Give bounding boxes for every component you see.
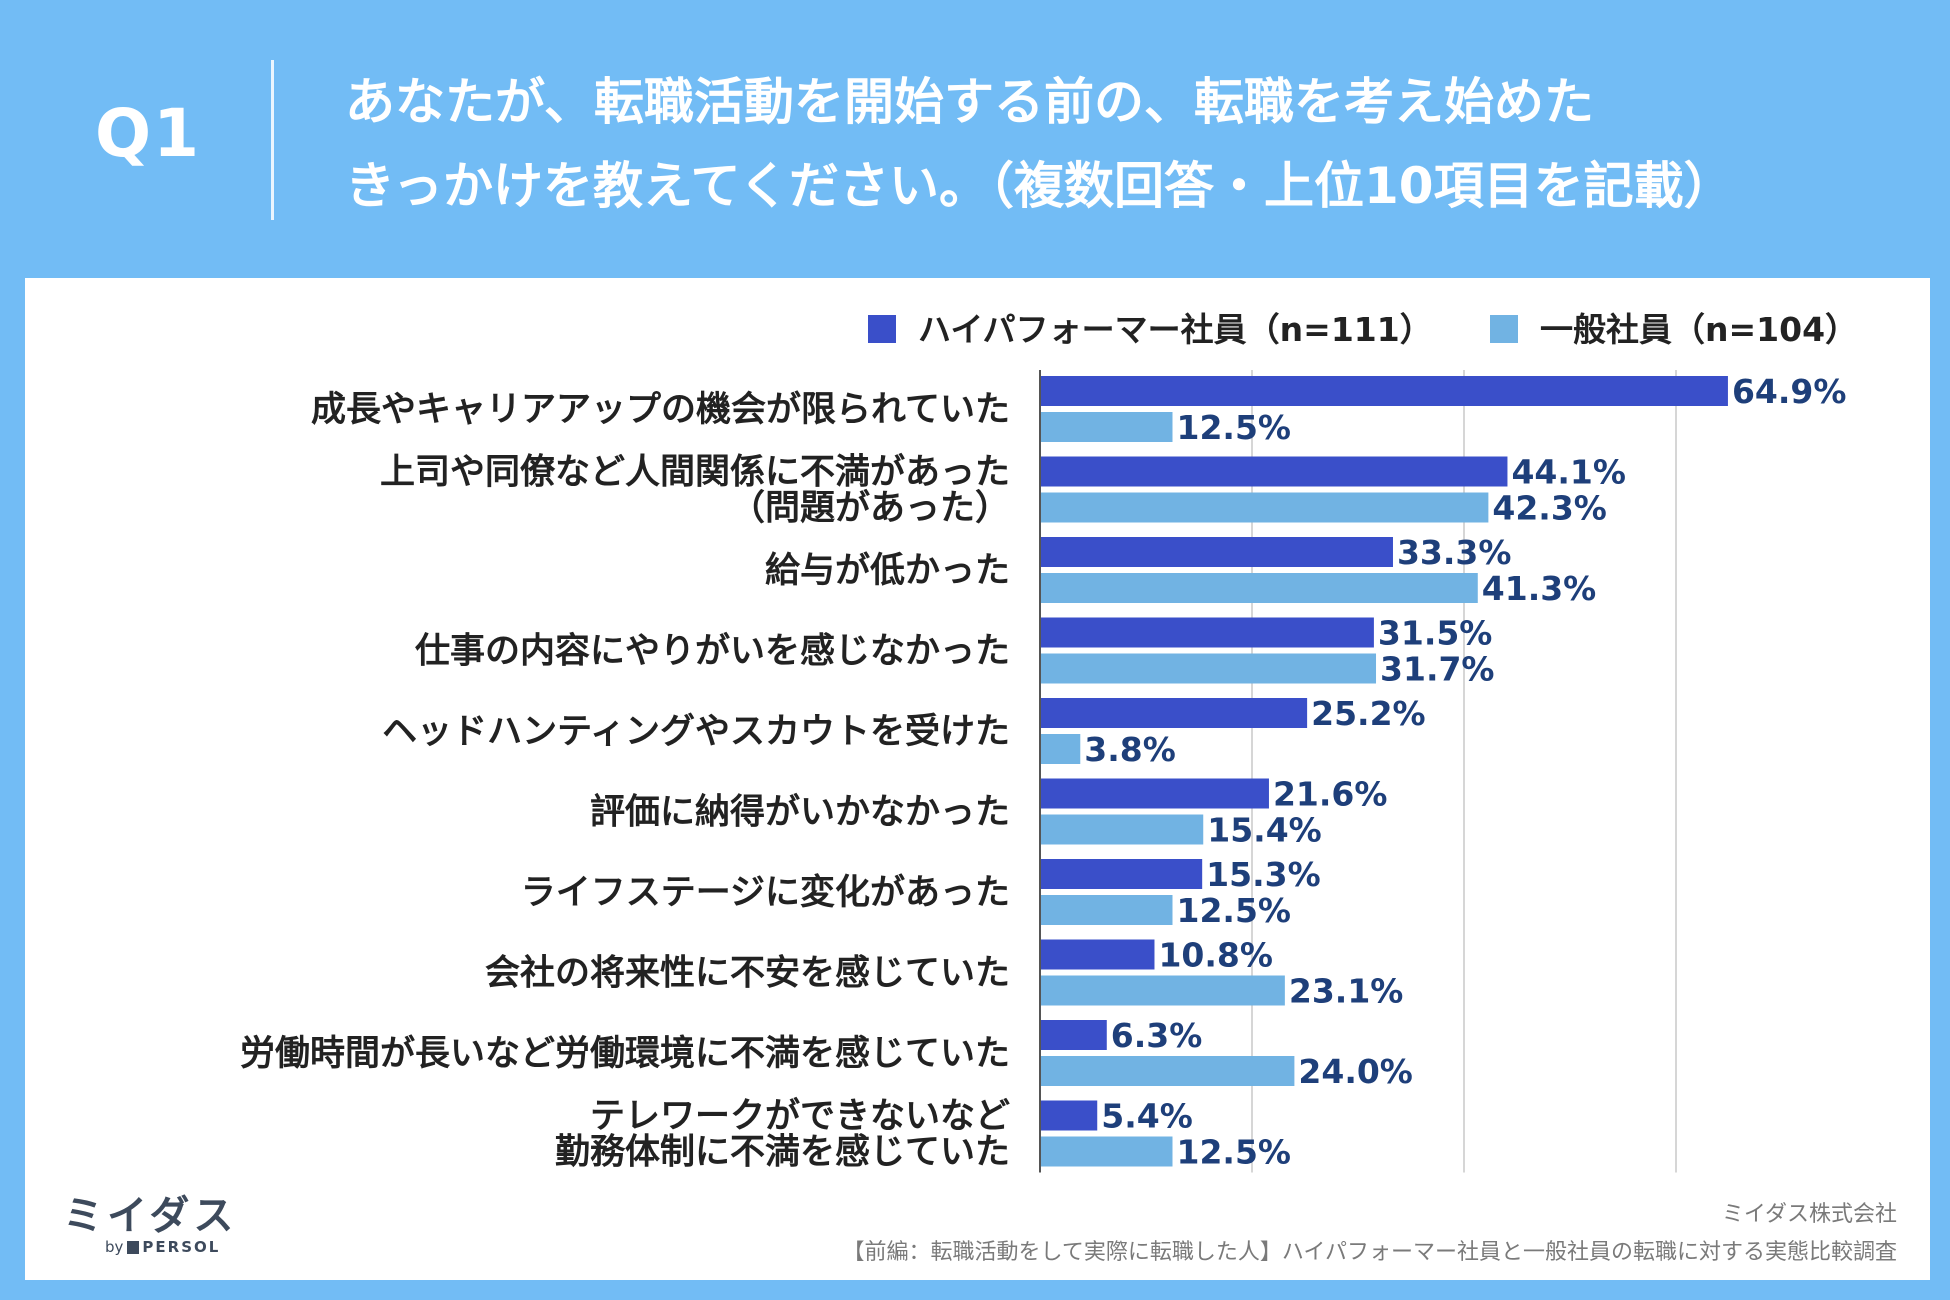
- bar-general-employee: [1040, 814, 1204, 845]
- data-label-general-employee: 12.5%: [1177, 408, 1292, 447]
- category-label: 評価に納得がいかなかった: [590, 793, 1010, 833]
- bar-high-performer: [1040, 778, 1269, 809]
- data-label-high-performer: 44.1%: [1511, 453, 1626, 492]
- legend-label-high-performer: ハイパフォーマー社員（n=111）: [918, 310, 1433, 349]
- bar-general-employee: [1040, 412, 1173, 442]
- logo-wordmark: ミイダス: [63, 1193, 238, 1239]
- data-label-general-employee: 42.3%: [1492, 489, 1607, 528]
- category-label: 仕事の内容にやりがいを感じなかった: [415, 632, 1010, 672]
- data-label-general-employee: 24.0%: [1298, 1052, 1413, 1091]
- category-label: 労働時間が長いなど労働環境に不満を感じていた: [240, 1034, 1010, 1074]
- category-label: 上司や同僚など人間関係に不満があった: [380, 453, 1010, 493]
- data-label-general-employee: 12.5%: [1177, 1133, 1292, 1172]
- bar-high-performer: [1040, 1100, 1098, 1131]
- bar-general-employee: [1040, 492, 1489, 523]
- data-label-general-employee: 23.1%: [1289, 972, 1404, 1011]
- category-label: 成長やキャリアアップの機会が限られていた: [311, 390, 1010, 430]
- bar-high-performer: [1040, 537, 1393, 567]
- footer-source: 【前編：転職活動をして実際に転職した人】ハイパフォーマー社員と一般社員の転職に対…: [842, 1240, 1897, 1265]
- data-label-high-performer: 25.2%: [1311, 694, 1426, 733]
- data-label-general-employee: 31.7%: [1380, 650, 1495, 689]
- bar-high-performer: [1040, 1020, 1107, 1050]
- data-label-general-employee: 41.3%: [1482, 569, 1597, 608]
- bar-high-performer: [1040, 456, 1508, 487]
- category-label: 給与が低かった: [765, 551, 1010, 591]
- header: Q1 あなたが、転職活動を開始する前の、転職を考え始めた きっかけを教えてくださ…: [0, 0, 1950, 275]
- chart-panel: 64.9% 12.5% 成長やキャリアアップの機会が限られていた 44.1% 42.3%…: [25, 278, 1930, 1280]
- category-label: ヘッドハンティングやスカウトを受けた: [382, 712, 1010, 752]
- bar-general-employee: [1040, 734, 1081, 764]
- logo-byline: by PERSOL: [105, 1238, 220, 1256]
- bar-high-performer: [1040, 698, 1308, 728]
- bar-high-performer: [1040, 939, 1155, 970]
- data-label-high-performer: 21.6%: [1273, 775, 1388, 814]
- question-title-line1: あなたが、転職活動を開始する前の、転職を考え始めた: [345, 73, 1594, 131]
- bar-general-employee: [1040, 1056, 1295, 1086]
- bar-high-performer: [1040, 859, 1203, 889]
- data-label-general-employee: 15.4%: [1207, 811, 1322, 850]
- bar-high-performer: [1040, 376, 1728, 406]
- data-label-high-performer: 64.9%: [1732, 372, 1847, 411]
- data-label-general-employee: 3.8%: [1084, 730, 1176, 769]
- category-label: 会社の将来性に不安を感じていた: [485, 954, 1010, 994]
- category-label: ライフステージに変化があった: [521, 872, 1010, 913]
- legend-swatch-general-employee: [1490, 315, 1518, 343]
- data-label-high-performer: 6.3%: [1111, 1016, 1203, 1055]
- bar-general-employee: [1040, 573, 1478, 603]
- data-label-high-performer: 15.3%: [1206, 855, 1321, 894]
- bar-chart: 64.9% 12.5% 成長やキャリアアップの機会が限られていた 44.1%42.3%…: [240, 310, 1858, 1173]
- bar-general-employee: [1040, 1136, 1173, 1167]
- logo-by: by: [105, 1238, 124, 1256]
- bar-high-performer: [1040, 617, 1374, 648]
- logo-brand: PERSOL: [142, 1238, 221, 1256]
- question-label: Q1: [95, 95, 202, 172]
- header-divider: [271, 60, 274, 220]
- footer-company: ミイダス株式会社: [1721, 1202, 1897, 1227]
- legend-label-general-employee: 一般社員（n=104）: [1540, 310, 1858, 349]
- question-title: あなたが、転職活動を開始する前の、転職を考え始めた きっかけを教えてください。（…: [345, 60, 1935, 228]
- question-title-line2: きっかけを教えてください。（複数回答・上位10項目を記載）: [345, 157, 1734, 215]
- bar-general-employee: [1040, 975, 1285, 1006]
- category-label: テレワークができないなど: [590, 1097, 1010, 1137]
- bar-general-employee: [1040, 653, 1377, 684]
- category-label: 勤務体制に不満を感じていた: [555, 1133, 1010, 1173]
- midas-logo: ミイダス by PERSOL: [63, 1183, 263, 1263]
- bar-general-employee: [1040, 895, 1173, 925]
- data-label-general-employee: 12.5%: [1177, 891, 1292, 930]
- category-label: （問題があった）: [730, 489, 1010, 529]
- data-label-high-performer: 5.4%: [1101, 1097, 1193, 1136]
- data-label-high-performer: 33.3%: [1397, 533, 1512, 572]
- legend-swatch-high-performer: [868, 315, 896, 343]
- persol-mark-icon: [127, 1241, 140, 1254]
- data-label-high-performer: 31.5%: [1378, 614, 1493, 653]
- data-label-high-performer: 10.8%: [1158, 936, 1273, 975]
